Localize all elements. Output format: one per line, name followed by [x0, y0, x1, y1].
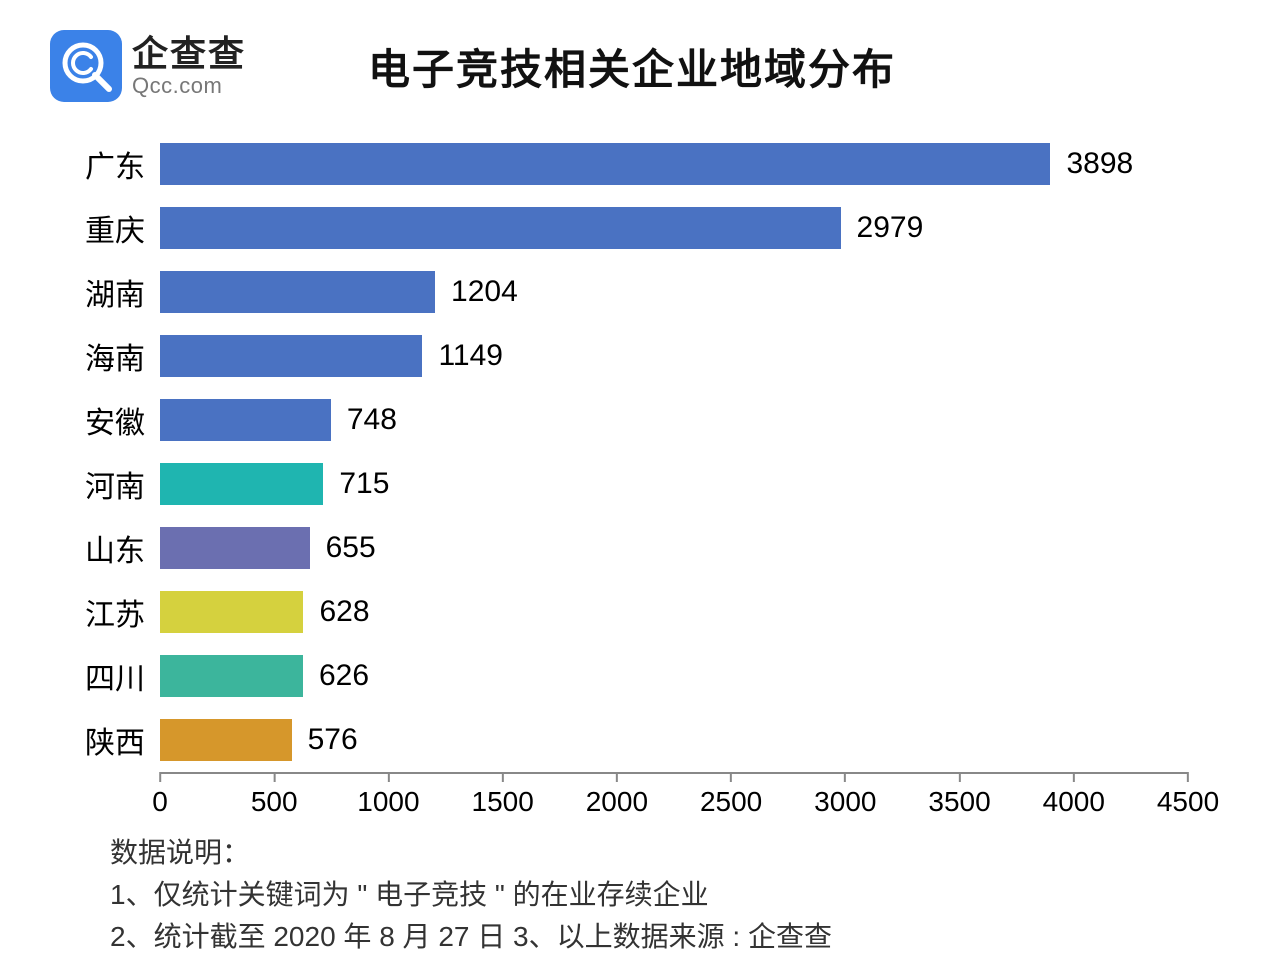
category-label: 安徽 — [50, 398, 145, 442]
bar-value-label: 715 — [339, 467, 389, 501]
x-tick: 0 — [152, 772, 168, 818]
plot-area: 广东3898重庆2979湖南1204海南1149安徽748河南715山东655江… — [160, 132, 1188, 772]
bar — [160, 335, 422, 377]
bar — [160, 655, 303, 697]
bar — [160, 399, 331, 441]
x-tick-label: 4500 — [1157, 786, 1219, 817]
bar-value-label: 2979 — [857, 211, 924, 245]
logo-name-cn: 企查查 — [132, 35, 246, 73]
tick-mark — [1187, 772, 1189, 782]
x-tick: 500 — [251, 772, 298, 818]
category-label: 海南 — [50, 334, 145, 378]
tick-mark — [959, 772, 961, 782]
page: 企查查 Qcc.com 电子竞技相关企业地域分布 广东3898重庆2979湖南1… — [0, 0, 1268, 939]
category-label: 陕西 — [50, 718, 145, 762]
category-label: 河南 — [50, 462, 145, 506]
bar-row: 山东655 — [160, 516, 1188, 580]
tick-mark — [730, 772, 732, 782]
x-tick-label: 3000 — [814, 786, 876, 817]
bar-value-label: 3898 — [1066, 147, 1133, 181]
x-tick-label: 2500 — [700, 786, 762, 817]
bar-value-label: 628 — [319, 595, 369, 629]
x-tick-label: 3500 — [928, 786, 990, 817]
bar-value-label: 576 — [308, 723, 358, 757]
tick-mark — [387, 772, 389, 782]
bar-row: 重庆2979 — [160, 196, 1188, 260]
bar-row: 江苏628 — [160, 580, 1188, 644]
category-label: 江苏 — [50, 590, 145, 634]
bar-row: 湖南1204 — [160, 260, 1188, 324]
bar — [160, 271, 435, 313]
category-label: 广东 — [50, 142, 145, 186]
bar-row: 安徽748 — [160, 388, 1188, 452]
bar-row: 河南715 — [160, 452, 1188, 516]
category-label: 湖南 — [50, 270, 145, 314]
bar-row: 广东3898 — [160, 132, 1188, 196]
tick-mark — [1073, 772, 1075, 782]
bar — [160, 463, 323, 505]
x-tick: 3500 — [928, 772, 990, 818]
x-tick: 4000 — [1043, 772, 1105, 818]
x-tick-label: 500 — [251, 786, 298, 817]
magnifier-c-icon — [59, 39, 113, 93]
category-label: 四川 — [50, 654, 145, 698]
tick-mark — [844, 772, 846, 782]
x-tick-label: 1500 — [472, 786, 534, 817]
bar-row: 四川626 — [160, 644, 1188, 708]
x-tick-label: 4000 — [1043, 786, 1105, 817]
tick-mark — [273, 772, 275, 782]
x-tick: 1500 — [472, 772, 534, 818]
chart-title: 电子竞技相关企业地域分布 — [266, 36, 998, 97]
bar-row: 海南1149 — [160, 324, 1188, 388]
x-tick: 3000 — [814, 772, 876, 818]
brand-logo: 企查查 Qcc.com — [50, 30, 246, 102]
x-tick-label: 2000 — [586, 786, 648, 817]
bar-value-label: 748 — [347, 403, 397, 437]
x-tick: 2500 — [700, 772, 762, 818]
bar — [160, 143, 1050, 185]
bar-value-label: 1149 — [438, 339, 503, 373]
bar-value-label: 1204 — [451, 275, 518, 309]
x-axis-line — [160, 772, 1188, 774]
bar-row: 陕西576 — [160, 708, 1188, 772]
x-tick-label: 0 — [152, 786, 168, 817]
header: 企查查 Qcc.com 电子竞技相关企业地域分布 — [50, 30, 1218, 102]
bar-chart: 广东3898重庆2979湖南1204海南1149安徽748河南715山东655江… — [50, 132, 1218, 822]
bar — [160, 719, 292, 761]
bar — [160, 527, 310, 569]
bar-value-label: 655 — [326, 531, 376, 565]
bar-value-label: 626 — [319, 659, 369, 693]
logo-name-en: Qcc.com — [132, 74, 246, 97]
tick-mark — [502, 772, 504, 782]
footer-heading: 数据说明： — [110, 832, 1218, 874]
footer-line-1: 1、仅统计关键词为 " 电子竞技 " 的在业存续企业 — [110, 874, 1218, 916]
x-tick: 2000 — [586, 772, 648, 818]
tick-mark — [616, 772, 618, 782]
category-label: 重庆 — [50, 206, 145, 250]
x-tick-label: 1000 — [357, 786, 419, 817]
bar — [160, 591, 303, 633]
category-label: 山东 — [50, 526, 145, 570]
x-tick: 1000 — [357, 772, 419, 818]
x-tick: 4500 — [1157, 772, 1219, 818]
logo-mark — [50, 30, 122, 102]
bar — [160, 207, 841, 249]
footer-line-2: 2、统计截至 2020 年 8 月 27 日 3、以上数据来源 : 企查查 — [110, 916, 1218, 958]
logo-text: 企查查 Qcc.com — [132, 35, 246, 98]
x-axis: 050010001500200025003000350040004500 — [160, 772, 1188, 822]
footer-notes: 数据说明： 1、仅统计关键词为 " 电子竞技 " 的在业存续企业 2、统计截至 … — [50, 832, 1218, 958]
tick-mark — [159, 772, 161, 782]
